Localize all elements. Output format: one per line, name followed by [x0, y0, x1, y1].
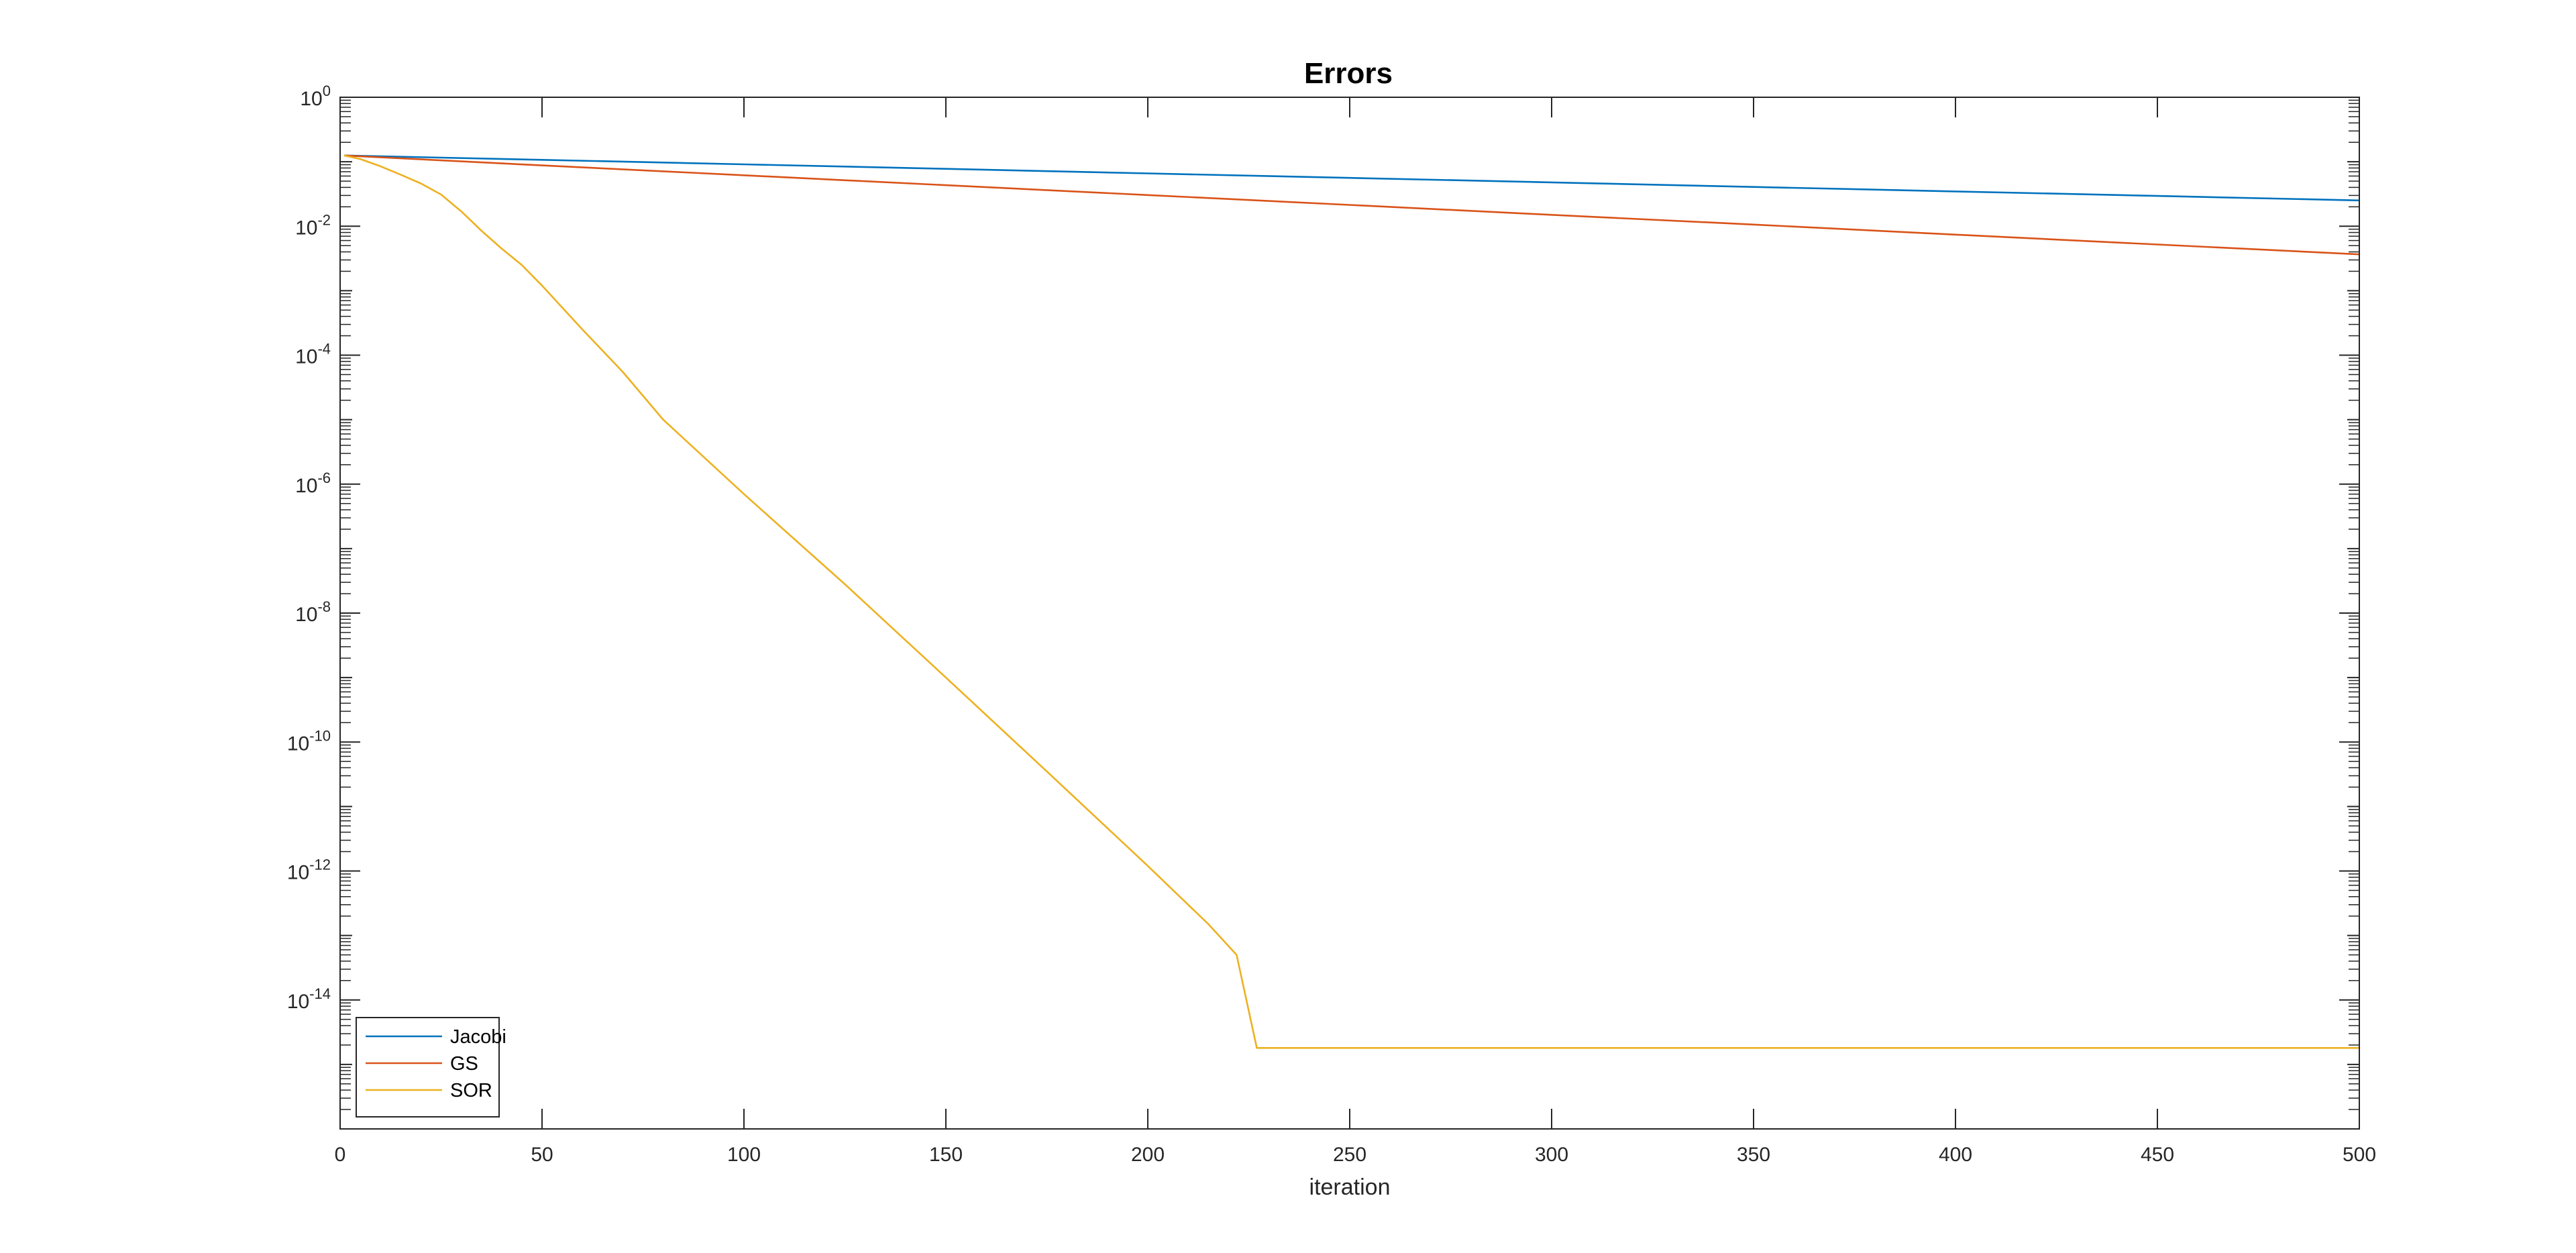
x-tick-label: 450 [2141, 1144, 2174, 1166]
y-tick-base: 10 [287, 862, 309, 884]
y-tick-base: 10 [295, 217, 317, 239]
y-tick-label: 10-12 [287, 857, 331, 884]
series-line-gs [343, 154, 2360, 256]
y-tick-base: 10 [300, 88, 322, 110]
y-tick-label: 10-14 [287, 985, 331, 1013]
x-tick-label: 150 [929, 1144, 963, 1166]
x-tick-label: 100 [727, 1144, 761, 1166]
y-tick-base: 10 [295, 604, 317, 626]
x-tick-label: 0 [335, 1144, 346, 1166]
x-axis-label: iteration [1309, 1175, 1391, 1200]
x-tick-label: 300 [1535, 1144, 1568, 1166]
y-tick-label: 100 [300, 83, 331, 110]
y-tick-exponent: -10 [309, 727, 331, 744]
y-tick-base: 10 [287, 732, 309, 755]
y-tick-base: 10 [295, 475, 317, 497]
y-tick-label: 10-10 [287, 727, 331, 755]
y-tick-exponent: -2 [317, 211, 331, 228]
y-tick-exponent: -4 [317, 341, 331, 358]
series-layer [343, 154, 2360, 1049]
x-tick-label: 350 [1737, 1144, 1770, 1166]
y-tick-label: 10-6 [295, 470, 331, 497]
x-tick-label: 50 [531, 1144, 553, 1166]
y-tick-exponent: -8 [317, 598, 331, 615]
axes-box [339, 97, 2360, 1130]
y-tick-exponent: -12 [309, 857, 331, 873]
x-tick-label: 400 [1939, 1144, 1972, 1166]
legend-label-gs: GS [450, 1053, 478, 1075]
x-tick-label: 250 [1333, 1144, 1366, 1166]
y-tick-exponent: -6 [317, 470, 331, 486]
series-line-jacobi [343, 154, 2360, 202]
y-tick-base: 10 [295, 346, 317, 368]
y-tick-label: 10-8 [295, 598, 331, 626]
legend-label-sor: SOR [450, 1080, 492, 1101]
legend-label-jacobi: Jacobi [450, 1026, 506, 1048]
legend: Jacobi GS SOR [356, 1017, 506, 1118]
x-tick-label: 200 [1131, 1144, 1165, 1166]
y-tick-label: 10-2 [295, 211, 331, 239]
y-tick-base: 10 [287, 991, 309, 1013]
legend-box [356, 1017, 500, 1118]
y-tick-exponent: 0 [323, 83, 331, 99]
ticks-layer [339, 97, 2360, 1130]
series-line-sor [343, 154, 2359, 1049]
y-tick-exponent: -14 [309, 985, 331, 1002]
x-tick-label: 500 [2343, 1144, 2376, 1166]
x-tick-labels: 0 50 100 150 200 250 300 350 400 450 500 [335, 1144, 2376, 1166]
chart-title: Errors [1304, 57, 1393, 90]
y-tick-label: 10-4 [295, 341, 331, 368]
